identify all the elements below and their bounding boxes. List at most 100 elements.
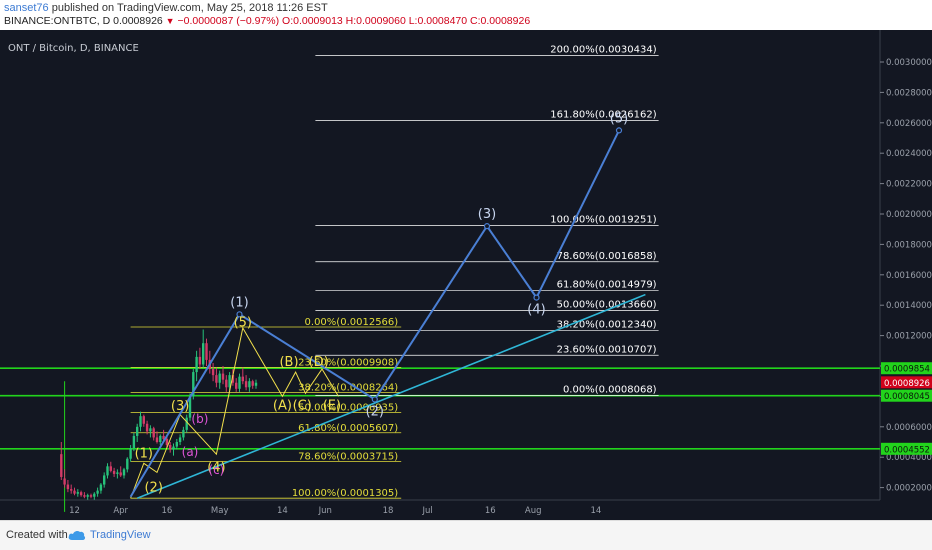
fib-upper-label: 61.80%(0.0014979) [557,279,657,290]
ohlc-values: O:0.0009013 H:0.0009060 L:0.0008470 C:0.… [282,15,531,27]
y-tick-label: 0.0002000 [886,484,932,494]
fib-upper-label: 100.00%(0.0019251) [550,214,656,225]
candle-body [155,437,159,442]
candle-body [165,438,169,446]
fib-upper-label: 78.60%(0.0016858) [557,251,657,262]
y-tick-label: 0.0020000 [886,210,932,220]
fib-upper-label: 38.20%(0.0012340) [557,319,657,330]
blue-wave-path [129,129,620,498]
x-tick-label: Apr [113,506,128,516]
yellow-wave-label: (B) [279,355,298,370]
candle-body [202,343,205,365]
candle-body [169,445,172,450]
candle-body [178,437,182,442]
candle-body [172,446,175,450]
candle-body [139,416,142,427]
candle-body [149,428,152,432]
candle-body [254,382,258,386]
yellow-wave-label: (1) [135,446,153,461]
fib-lower-label: 61.80%(0.0005607) [298,423,398,434]
candle-body [225,379,228,388]
yellow-wave-label: (4) [207,461,225,476]
candle-body [89,495,93,497]
publish-info: sanset76 published on TradingView.com, M… [4,2,328,14]
x-tick-label: Aug [525,506,542,516]
x-tick-label: May [211,506,229,516]
y-tick-label: 0.0024000 [886,149,932,159]
fib-lower-label: 100.00%(0.0001305) [292,488,398,499]
yellow-wave-label: (3) [171,399,189,414]
blue-wave-label: (4) [527,303,545,318]
blue-wave-point [483,223,491,230]
blue-wave-label: (1) [230,295,248,310]
price-chart[interactable]: ONT / Bitcoin, D, BINANCE 0.0030000 0.0028… [0,30,932,520]
last-price: 0.0008926 [113,15,163,27]
price-tag [881,362,932,375]
symbol-label: BINANCE:ONTBTC, D [4,15,111,27]
candle-body [205,343,208,360]
candle-body [241,376,244,382]
y-tick-label: 0.0022000 [886,180,932,190]
candle-body [159,435,162,442]
candle-body [126,458,129,470]
y-tick-label: 0.0030000 [886,58,932,68]
x-tick-label: Jun [318,506,332,516]
candle-body [109,466,112,471]
candle-body [66,484,70,490]
candle-body [99,484,103,491]
candle-body [238,376,241,389]
candle-body [93,493,96,497]
fib-upper-label: 0.00%(0.0008068) [563,384,657,395]
yellow-wave-label: (2) [144,480,162,495]
candle-body [122,469,126,476]
candle-body [106,466,109,476]
x-tick-label: 14 [590,506,601,516]
candle-body [136,426,139,436]
yellow-wave-label: (A) [273,398,292,413]
candle-body [103,475,106,485]
candle-body [96,490,99,494]
x-tick-label: 16 [161,506,172,516]
x-tick-label: 12 [69,506,80,516]
candle-body [142,416,145,424]
tradingview-brand[interactable]: TradingView [90,529,151,541]
author-link[interactable]: sanset76 [4,2,49,14]
yellow-wave-path [130,326,339,499]
candle-body [248,381,251,388]
tradingview-cloud-icon [68,530,86,540]
candle-body [182,429,185,438]
y-tick-label: 0.0018000 [886,240,932,250]
y-tick-label: 0.0012000 [886,332,932,342]
price-tag [881,389,932,402]
candle-body [251,381,254,386]
price-change: −0.0000087 (−0.97%) [177,15,280,27]
candle-body [235,382,238,389]
ohlc-line: BINANCE:ONTBTC, D 0.0008926 ▼ −0.0000087… [4,15,530,27]
x-tick-label: 18 [383,506,394,516]
chart-area[interactable]: ONT / Bitcoin, D, BINANCE 0.0030000 0.0028… [0,30,932,520]
blue-wave-label: (5) [610,111,628,126]
blue-wave-point [371,396,378,403]
y-tick-label: 0.0026000 [886,119,932,129]
candle-body [83,495,86,497]
candle-body [129,448,132,459]
chart-title: ONT / Bitcoin, D, BINANCE [8,43,139,54]
candle-body [231,375,235,383]
created-with-text: Created with [6,529,68,541]
footer: Created with TradingView [0,520,932,550]
candle-body [76,492,79,494]
fib-upper-label: 23.60%(0.0010707) [557,344,657,355]
price-tag-label: 0.0004552 [884,445,930,455]
blue-wave-point [533,294,540,301]
magenta-wave-label: (b) [191,412,208,426]
candle-body [145,423,149,432]
candle-body [188,396,192,418]
magenta-wave-label: (a) [182,445,199,459]
y-tick-label: 0.0016000 [886,271,932,281]
yellow-wave-label: (E) [323,398,341,413]
fib-lower-label: 38.20%(0.0008264) [298,382,398,393]
price-tag-label: 0.0009854 [884,365,930,375]
candle-body [116,472,119,474]
candle-body [211,369,215,376]
candle-body [86,495,89,497]
